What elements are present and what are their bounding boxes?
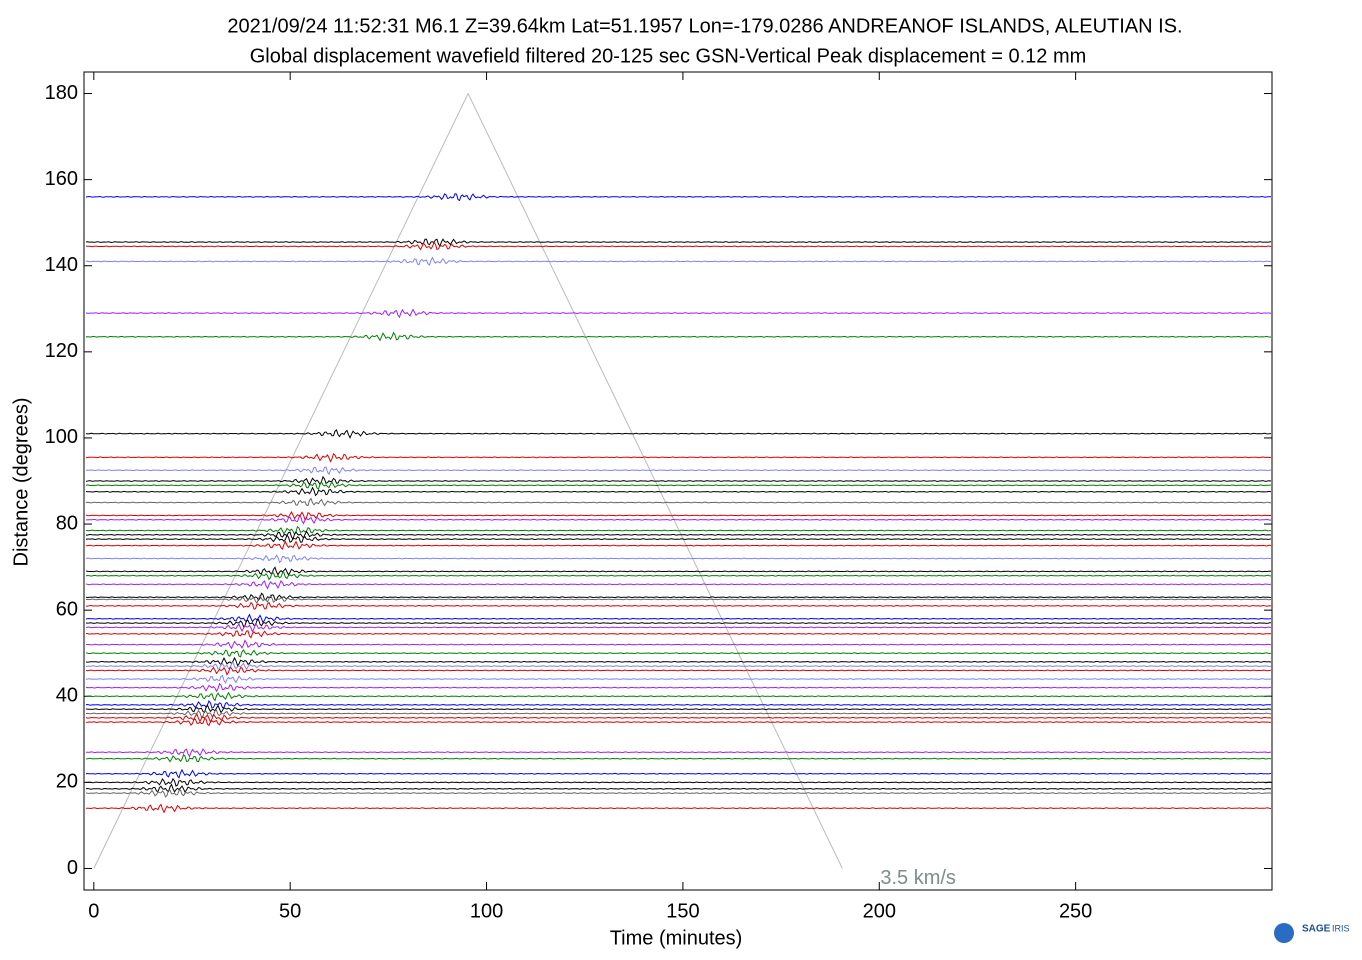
seismic-trace — [85, 193, 1271, 202]
seismic-trace — [85, 718, 1272, 727]
seismic-trace — [85, 656, 1272, 667]
plot-frame — [83, 71, 1273, 891]
y-tick-label: 140 — [45, 254, 78, 276]
seismic-trace — [85, 622, 1272, 633]
seismic-trace — [85, 768, 1272, 779]
seismic-trace — [86, 515, 1272, 525]
x-tick-label: 250 — [1059, 900, 1092, 922]
seismic-trace — [85, 497, 1271, 507]
seismic-trace — [85, 803, 1272, 814]
seismic-trace — [85, 429, 1272, 439]
seismic-trace — [85, 592, 1272, 602]
seismic-trace — [85, 630, 1272, 639]
x-tick-label: 0 — [88, 900, 99, 922]
seismic-trace — [85, 748, 1272, 758]
seismic-trace — [85, 709, 1272, 719]
logo-subtext: IRIS — [1332, 923, 1350, 933]
seismic-trace — [85, 753, 1272, 763]
logo: SAGE IRIS — [1274, 923, 1350, 943]
seismic-trace — [85, 256, 1272, 266]
y-tick-label: 180 — [45, 82, 78, 104]
y-tick-label: 100 — [45, 426, 78, 448]
seismic-trace — [85, 486, 1272, 497]
seismic-trace — [85, 566, 1272, 576]
velocity-label: 3.5 km/s — [880, 867, 956, 889]
seismic-trace — [85, 308, 1272, 319]
seismic-trace — [85, 601, 1272, 610]
seismic-trace — [85, 674, 1272, 684]
seismic-trace — [86, 530, 1271, 541]
seismic-trace — [85, 525, 1272, 536]
seismic-trace — [85, 613, 1272, 624]
seismic-trace — [86, 241, 1272, 251]
seismic-trace — [85, 579, 1272, 590]
logo-icon — [1274, 923, 1294, 943]
seismic-trace — [85, 789, 1272, 798]
seismic-trace — [85, 466, 1272, 476]
x-axis-label: Time (minutes) — [610, 927, 743, 949]
seismic-trace — [85, 713, 1272, 724]
seismic-trace — [85, 682, 1272, 693]
y-tick-label: 60 — [56, 598, 78, 620]
seismic-trace — [85, 783, 1272, 793]
y-tick-label: 80 — [56, 512, 78, 534]
velocity-line — [93, 92, 843, 869]
seismic-trace — [85, 510, 1272, 521]
seismic-trace — [85, 594, 1272, 605]
seismic-trace — [85, 639, 1272, 650]
x-tick-label: 50 — [279, 900, 301, 922]
x-tick-label: 200 — [863, 900, 896, 922]
seismic-trace — [85, 703, 1272, 714]
seismic-trace — [85, 481, 1272, 491]
seismic-trace — [85, 540, 1272, 550]
seismic-trace — [85, 691, 1272, 702]
seismic-trace — [85, 777, 1272, 787]
y-tick-label: 40 — [56, 685, 78, 707]
seismic-trace — [85, 554, 1272, 564]
chart-subtitle: Global displacement wavefield filtered 2… — [250, 45, 1087, 67]
chart-title: 2021/09/24 11:52:31 M6.1 Z=39.64km Lat=5… — [227, 15, 1182, 37]
seismic-trace — [85, 331, 1272, 342]
y-tick-label: 120 — [45, 340, 78, 362]
x-tick-label: 100 — [470, 900, 503, 922]
seismic-trace — [85, 666, 1272, 676]
seismic-trace — [85, 453, 1272, 463]
x-tick-label: 150 — [666, 900, 699, 922]
y-tick-label: 20 — [56, 771, 78, 793]
y-tick-label: 0 — [67, 857, 78, 879]
seismic-trace — [85, 475, 1272, 486]
logo-text: SAGE — [1302, 924, 1331, 935]
seismic-trace — [85, 238, 1272, 248]
seismic-trace — [85, 648, 1272, 658]
seismic-trace — [85, 618, 1271, 628]
seismic-trace — [85, 699, 1272, 709]
y-tick-label: 160 — [45, 168, 78, 190]
seismic-trace — [85, 661, 1272, 671]
y-axis-label: Distance (degrees) — [10, 398, 32, 567]
seismic-trace — [85, 534, 1272, 543]
seismic-trace — [85, 571, 1272, 581]
